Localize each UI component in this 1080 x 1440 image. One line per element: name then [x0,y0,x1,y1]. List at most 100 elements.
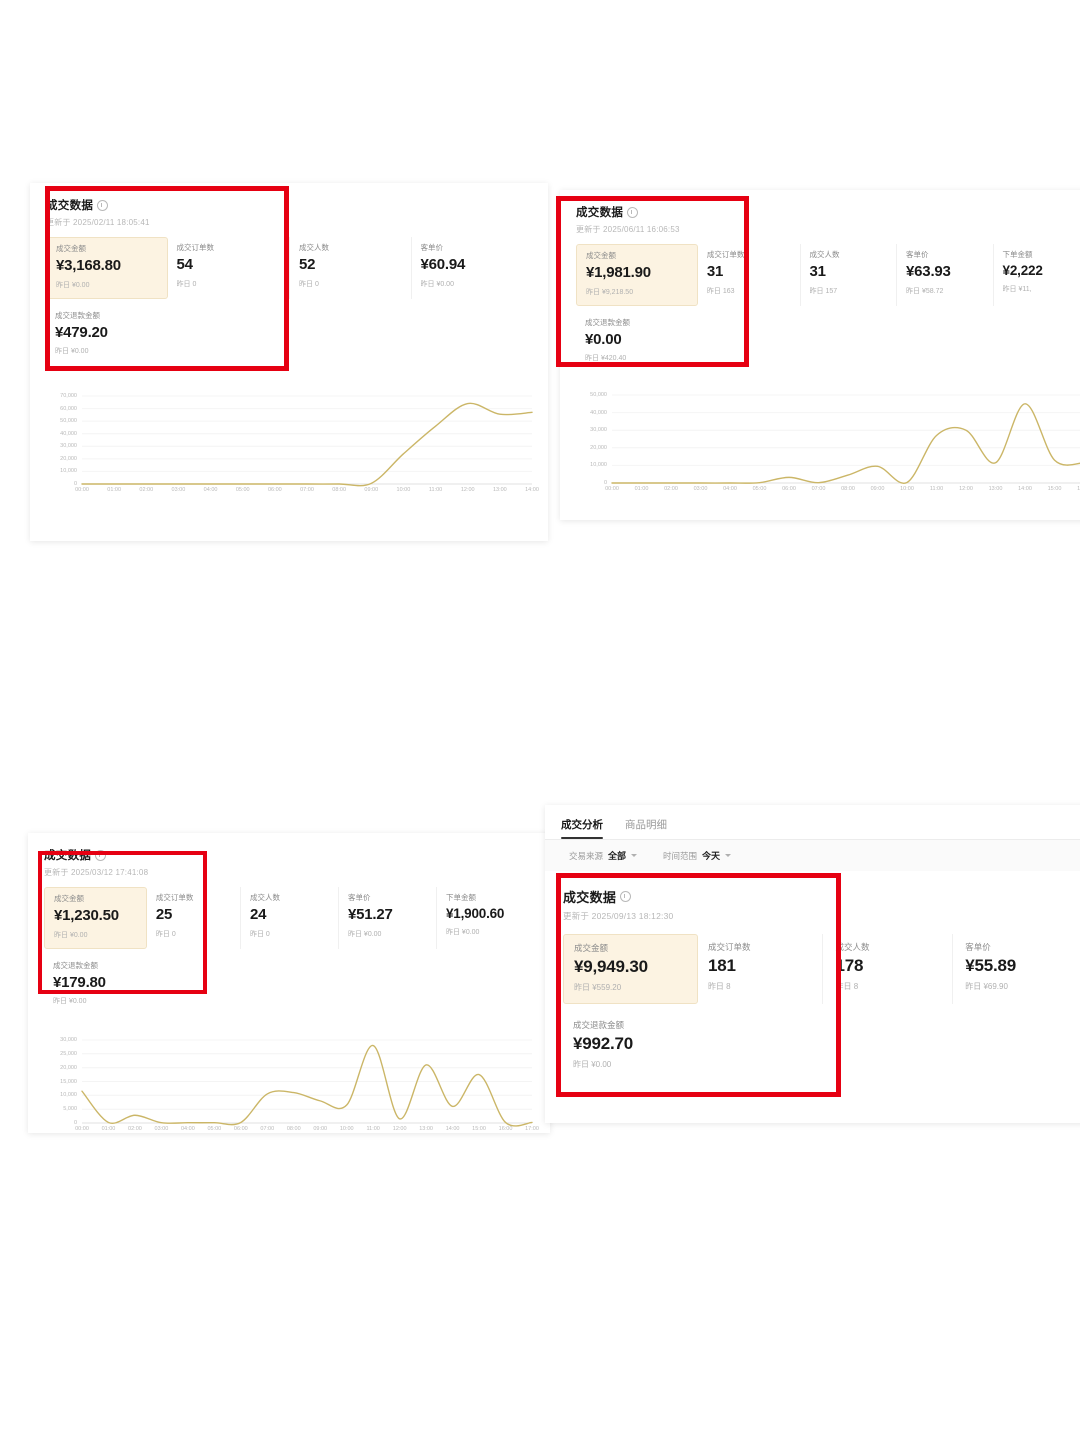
metrics-row-secondary: 成交退款金额 ¥179.80 昨日 ¥0.00 [44,955,534,1015]
section-title-text: 成交数据 [563,890,617,905]
metric-label: 成交人数 [299,243,329,252]
page-title: 成交数据 [563,887,1080,906]
metric-value: 31 [706,263,724,281]
chart-x-tick: 07:00 [811,486,826,492]
chart-y-tick: 10,000 [590,462,607,469]
metric-yesterday: 昨日 157 [809,287,838,295]
chart-x-tick: 03:00 [154,1126,169,1132]
chart-x-tick: 01:00 [634,486,649,492]
metric-card[interactable]: 成交订单数 31 昨日 163 [698,244,800,304]
metric-card[interactable]: 客单价 ¥60.94 昨日 ¥0.00 [412,237,533,297]
section-title-text: 成交数据 [576,207,624,219]
metric-card[interactable]: 客单价 ¥51.27 昨日 ¥0.00 [339,887,436,947]
metric-label: 成交退款金额 [53,960,98,970]
trend-chart[interactable]: 0 5,000 10,000 15,000 20,000 25,000 30,000 00:0… [40,1034,539,1133]
metric-yesterday: 昨日 8 [707,981,731,991]
chart-y-tick: 50,000 [590,392,607,398]
metric-card[interactable]: 成交人数 31 昨日 157 [801,244,897,304]
chart-x-tick: 14:00 [445,1126,460,1132]
chart-svg [81,1039,533,1127]
metric-card-highlighted[interactable]: 成交金额 ¥9,949.30 昨日 ¥559.20 [563,934,698,1004]
metric-label: 成交金额 [54,894,84,903]
metric-card[interactable]: 成交人数 24 昨日 0 [241,887,338,947]
updated-timestamp: 更新于 2025/06/11 16:06:53 [576,225,680,234]
metric-value: ¥992.70 [573,1034,634,1054]
metric-label: 成交退款金额 [55,310,100,320]
trend-chart[interactable]: 0 10,000 20,000 30,000 40,000 50,000 00:00 01:0… [570,389,1080,499]
info-circle-icon[interactable] [627,206,639,218]
metric-yesterday: 昨日 ¥0.00 [573,1059,612,1069]
info-circle-icon[interactable] [97,199,109,211]
info-circle-icon[interactable] [620,891,632,902]
chart-x-tick: 12:00 [460,487,475,493]
metric-label: 成交退款金额 [573,1019,625,1030]
chart-y-tick: 0 [73,481,77,487]
chart-x-tick: 10:00 [339,1126,354,1132]
metric-card[interactable]: 成交订单数 54 昨日 0 [168,237,290,297]
chart-y-tick: 20,000 [590,444,607,451]
tab-bar: 成交分析 商品明细 [545,805,1080,839]
page-title: 成交数据 [576,204,1080,220]
metric-label: 客单价 [420,243,444,252]
chart-y-tick: 25,000 [60,1050,77,1057]
panel-bottom-right: 成交分析 商品明细 交易来源 全部 时间范围 今天 成交数据 更新于 2025/… [545,805,1080,1123]
chart-x-tick: 17:00 [525,1126,539,1132]
filter-value: 全部 [608,851,627,861]
metric-card[interactable]: 成交订单数 25 昨日 0 [147,887,240,947]
metric-value: 178 [835,956,864,976]
chart-x-tick: 07:00 [300,487,314,493]
metrics-row-secondary: 成交退款金额 ¥479.20 昨日 ¥0.00 [46,305,532,365]
chart-x-tick: 02:00 [139,487,154,493]
metric-card[interactable]: 成交人数 52 昨日 0 [290,237,411,297]
chart-x-tick: 02:00 [128,1126,142,1132]
metric-card-highlighted[interactable]: 成交金额 ¥1,981.90 昨日 ¥9,218.50 [576,244,698,306]
chart-x-tick: 04:00 [203,487,218,493]
chart-x-tick: 14:00 [525,487,539,493]
metric-card[interactable]: 客单价 ¥55.89 昨日 ¥69.90 [953,934,1080,1002]
chevron-down-icon[interactable] [631,854,638,857]
tab-product-detail[interactable]: 商品明细 [625,819,667,831]
metrics-row-secondary: 成交退款金额 ¥0.00 昨日 ¥420.40 [576,312,1080,372]
metric-card[interactable]: 成交退款金额 ¥0.00 昨日 ¥420.40 [576,312,698,372]
metric-card[interactable]: 成交退款金额 ¥479.20 昨日 ¥0.00 [46,305,168,365]
metric-yesterday: 昨日 ¥0.00 [55,348,89,355]
panel-bottom-left: 成交数据 更新于 2025/03/12 17:41:08 成交金额 ¥1,230… [28,833,550,1133]
metric-card[interactable]: 成交订单数 181 昨日 8 [698,934,823,1002]
metric-label: 下单金额 [1002,250,1033,259]
chart-x-tick: 05:00 [752,486,767,492]
metric-yesterday: 昨日 ¥420.40 [585,355,627,362]
metric-yesterday: 昨日 ¥69.90 [965,981,1008,991]
metric-value: ¥0.00 [585,330,622,348]
metric-value: ¥3,168.80 [56,257,121,275]
info-circle-icon[interactable] [95,849,107,861]
metric-card-highlighted[interactable]: 成交金额 ¥3,168.80 昨日 ¥0.00 [46,237,168,299]
metric-card[interactable]: 下单金额 ¥2,222 昨日 ¥11, [994,244,1080,302]
panel-header-top-left: 成交数据 更新于 2025/02/11 18:05:41 成交金额 ¥3,168… [30,183,548,368]
chart-y-tick: 0 [603,480,607,486]
chart-x-tick: 13:00 [988,486,1003,492]
metric-card-highlighted[interactable]: 成交金额 ¥1,230.50 昨日 ¥0.00 [44,887,147,949]
chart-y-tick: 5,000 [63,1106,77,1113]
metric-card[interactable]: 成交人数 178 昨日 8 [823,934,952,1002]
metric-yesterday: 昨日 ¥0.00 [347,930,382,938]
metric-card[interactable]: 下单金额 ¥1,900.60 昨日 ¥0.00 [437,887,534,945]
chevron-down-icon[interactable] [725,854,732,857]
chart-y-tick: 60,000 [60,405,77,412]
metric-card[interactable]: 成交退款金额 ¥992.70 昨日 ¥0.00 [563,1012,698,1080]
metrics-row-secondary: 成交退款金额 ¥992.70 昨日 ¥0.00 [563,1012,1080,1080]
filter-transaction-source[interactable]: 交易来源 全部 [569,849,638,862]
trend-chart[interactable]: 0 10,000 20,000 30,000 40,000 50,000 60,000 70,… [40,390,539,500]
metric-card[interactable]: 客单价 ¥63.93 昨日 ¥58.72 [897,244,993,304]
chart-x-tick: 08:00 [841,486,855,492]
metric-value: ¥479.20 [55,323,108,341]
tab-transaction-analysis[interactable]: 成交分析 [561,817,603,839]
metric-value: 25 [155,906,173,924]
chart-x-tick: 12:00 [392,1126,407,1132]
chart-x-tick: 10:00 [900,486,914,492]
chart-x-tick: 00:00 [75,1126,89,1132]
chart-x-tick: 11:00 [366,1126,380,1132]
filter-time-range[interactable]: 时间范围 今天 [663,849,732,862]
metric-card[interactable]: 成交退款金额 ¥179.80 昨日 ¥0.00 [44,955,147,1015]
metric-yesterday: 昨日 ¥559.20 [574,982,622,992]
metric-label: 客单价 [347,893,371,902]
